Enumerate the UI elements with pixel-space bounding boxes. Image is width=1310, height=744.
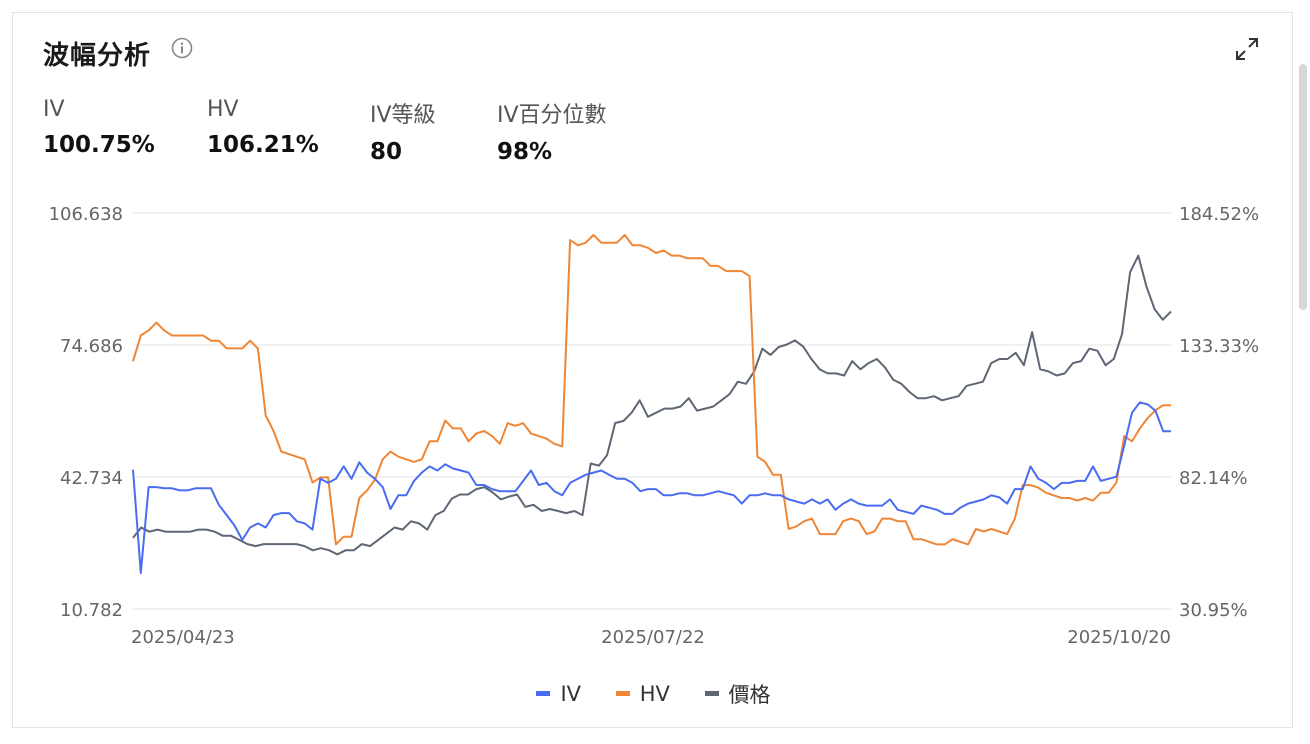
right-axis-tick-label: 82.14%: [1179, 468, 1248, 489]
volatility-chart: 106.638 184.52% 74.686 133.33% 42.734 82.14% 1…: [49, 204, 1260, 648]
info-icon[interactable]: [171, 37, 193, 59]
x-axis-tick-label: 2025/10/20: [1067, 627, 1171, 648]
left-axis-tick-label: 74.686: [60, 336, 123, 357]
volatility-analysis-card: 波幅分析 IV 100.75% HV 106.21% IV等級 80 IV百分位…: [12, 12, 1293, 728]
series-line-iv: [132, 401, 1171, 574]
stat-iv-rank-value: 80: [370, 139, 403, 165]
x-axis-tick-label: 2025/04/23: [131, 627, 235, 648]
left-axis-tick-label: 106.638: [49, 204, 123, 225]
legend-swatch-hv: [615, 691, 630, 696]
stat-hv: HV 106.21%: [207, 97, 319, 158]
chart-legend: IV HV 價格: [13, 677, 1294, 709]
series-line-hv: [132, 234, 1171, 546]
right-axis-tick-label: 184.52%: [1179, 204, 1259, 225]
stat-iv-percentile: IV百分位數 98%: [497, 97, 607, 165]
legend-item-iv[interactable]: IV: [536, 682, 581, 706]
stat-hv-label: HV: [207, 97, 239, 122]
stat-iv-rank: IV等級 80: [370, 97, 436, 165]
stat-iv-label: IV: [43, 97, 65, 122]
left-axis-tick-label: 10.782: [60, 600, 123, 621]
stat-iv-percentile-label: IV百分位數: [497, 103, 607, 128]
series-line-price: [132, 254, 1172, 556]
legend-item-price[interactable]: 價格: [704, 679, 771, 709]
legend-label-price: 價格: [728, 682, 771, 707]
legend-swatch-iv: [536, 691, 551, 696]
x-axis-tick-label: 2025/07/22: [601, 627, 705, 648]
stat-iv-percentile-value: 98%: [497, 139, 553, 165]
legend-label-iv: IV: [560, 681, 581, 706]
stat-iv-rank-label: IV等級: [370, 103, 436, 128]
legend-label-hv: HV: [639, 681, 670, 706]
right-axis-tick-label: 133.33%: [1179, 336, 1259, 357]
expand-icon[interactable]: [1233, 35, 1261, 63]
stat-iv-value: 100.75%: [43, 132, 155, 158]
legend-item-hv[interactable]: HV: [615, 681, 670, 706]
stat-iv: IV 100.75%: [43, 97, 155, 158]
left-axis-tick-label: 42.734: [60, 468, 123, 489]
legend-swatch-price: [704, 691, 719, 696]
right-axis-tick-label: 30.95%: [1179, 600, 1248, 621]
stat-hv-value: 106.21%: [207, 132, 319, 158]
page-scrollbar[interactable]: [1299, 64, 1307, 310]
card-title: 波幅分析: [43, 41, 152, 71]
